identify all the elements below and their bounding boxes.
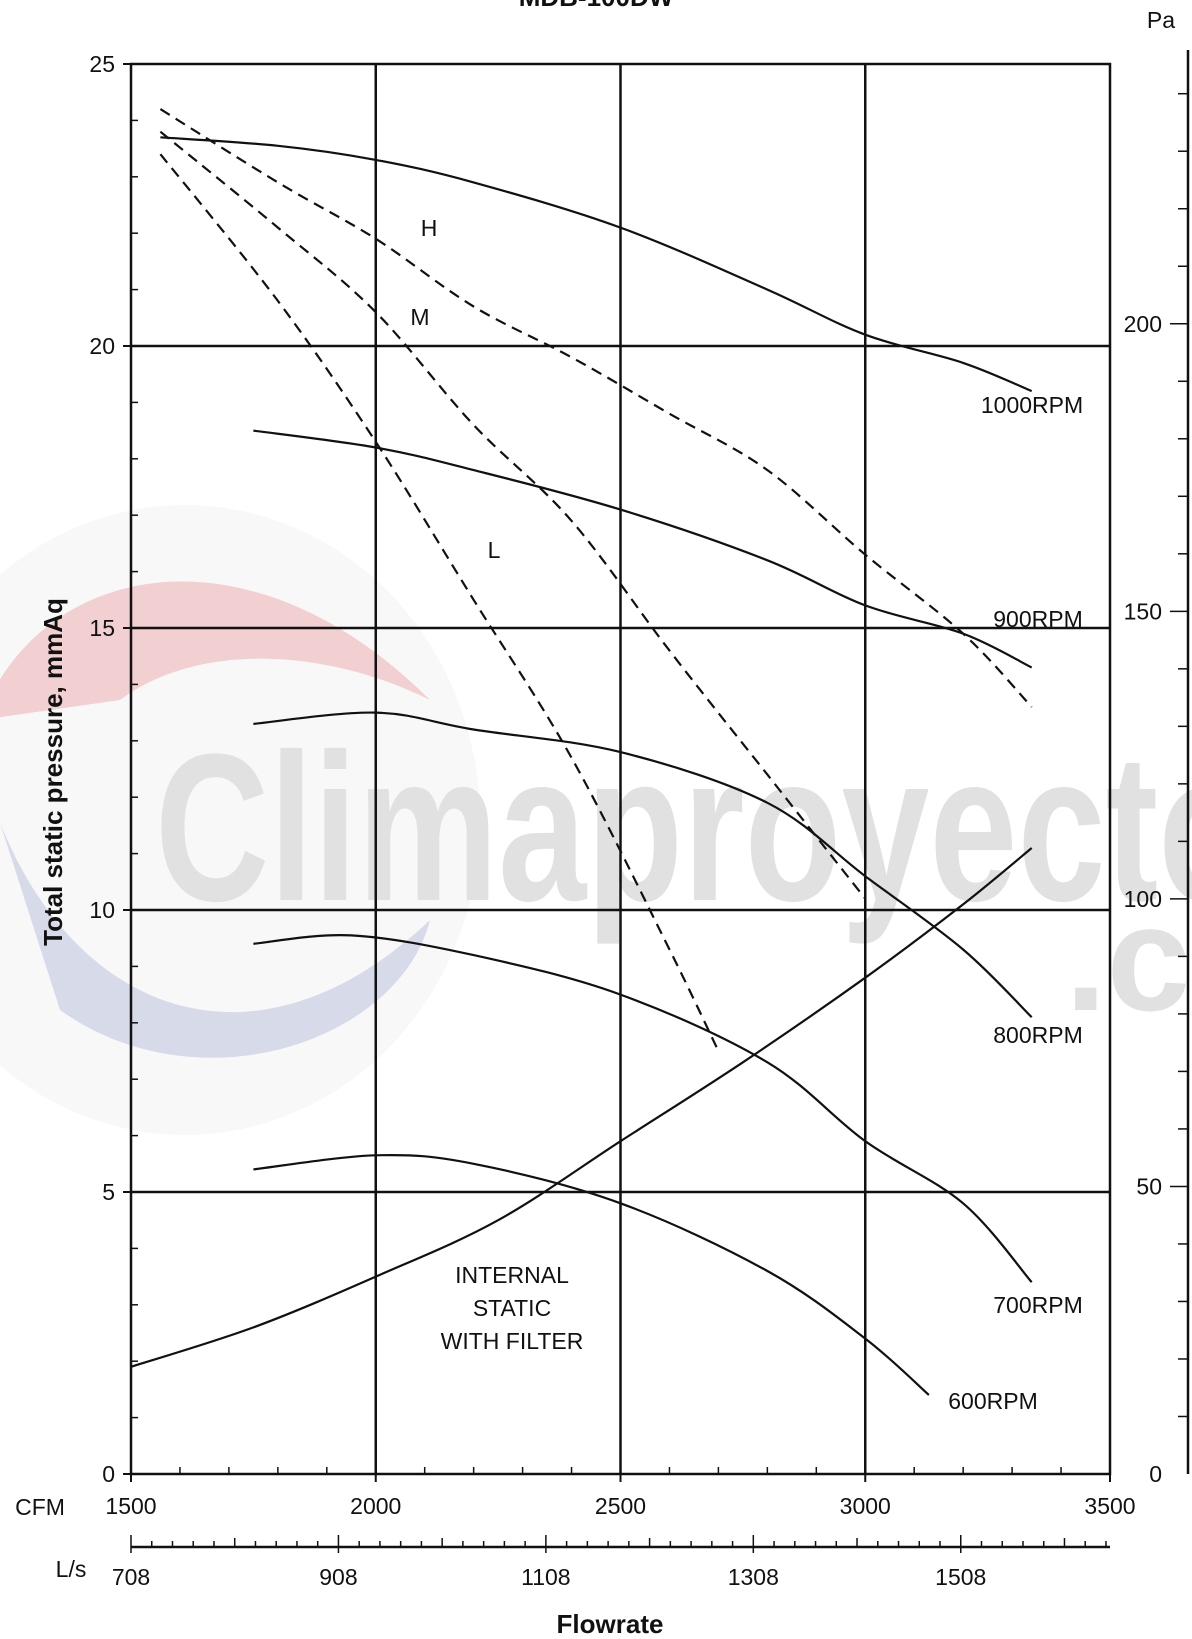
ls-tick-label: 708 [112, 1564, 150, 1590]
ls-tick-label: 1508 [935, 1564, 986, 1590]
x-tick-label: 3000 [840, 1493, 891, 1519]
curve-700rpm [253, 934, 1033, 1283]
x-tick-label: 2000 [350, 1493, 401, 1519]
y-tick-label: 10 [89, 897, 115, 923]
label-h: H [421, 215, 438, 241]
label-900rpm: 900RPM [993, 606, 1082, 632]
chart-title: MDB-100DW [519, 0, 674, 12]
x-tick-label: 3500 [1084, 1493, 1135, 1519]
y-axis-label: Total static pressure, mmAq [38, 598, 68, 946]
y-tick-label: 15 [89, 615, 115, 641]
ls-tick-label: 1108 [521, 1564, 570, 1590]
y-tick-label: 20 [89, 333, 115, 359]
cfm-unit-label: CFM [15, 1494, 65, 1520]
watermark: Climaproyecto .c [0, 505, 1192, 1135]
curve-internal-static-with-filter [130, 847, 1033, 1368]
watermark-suffix: .c [1065, 874, 1190, 1042]
pa-tick-label: 0 [1149, 1461, 1162, 1487]
watermark-blue-swoosh [0, 822, 430, 1058]
axes: 0 5 10 15 20 25 0 50 100 150 200 1500 2000 2500 3000 35… [89, 50, 1190, 1590]
ls-tick-label: 908 [319, 1564, 357, 1590]
pa-tick-label: 100 [1124, 886, 1162, 912]
y-tick-label: 0 [102, 1461, 115, 1487]
y-tick-label: 25 [89, 51, 115, 77]
label-l: L [488, 537, 501, 563]
x-axis-label: Flowrate [557, 1609, 664, 1639]
ls-unit-label: L/s [56, 1556, 87, 1582]
watermark-red-swoosh [0, 581, 430, 718]
curve-m [159, 130, 867, 900]
curve-l [159, 153, 720, 1052]
x-tick-label: 1500 [105, 1493, 156, 1519]
label-600rpm: 600RPM [948, 1388, 1037, 1414]
curve-900rpm [253, 429, 1033, 669]
annotation-with-filter: WITH FILTER [441, 1328, 584, 1354]
pa-unit-label: Pa [1147, 7, 1175, 33]
label-700rpm: 700RPM [993, 1292, 1082, 1318]
ls-tick-label: 1308 [728, 1564, 779, 1590]
label-1000rpm: 1000RPM [981, 392, 1083, 418]
watermark-text: Climaproyecto [155, 710, 1192, 945]
curve-h [159, 108, 1033, 708]
annotation-internal: INTERNAL [455, 1262, 569, 1288]
label-m: M [410, 304, 429, 330]
curves [130, 108, 1033, 1396]
pa-tick-label: 150 [1124, 598, 1162, 624]
curve-600rpm [253, 1153, 930, 1396]
curve-1000rpm [160, 136, 1033, 393]
curve-800rpm [253, 711, 1033, 1018]
label-800rpm: 800RPM [993, 1022, 1082, 1048]
annotation-static: STATIC [473, 1295, 551, 1321]
pa-tick-label: 50 [1136, 1173, 1162, 1199]
y-tick-label: 5 [102, 1179, 115, 1205]
x-tick-label: 2500 [595, 1493, 646, 1519]
pa-tick-label: 200 [1124, 311, 1162, 337]
